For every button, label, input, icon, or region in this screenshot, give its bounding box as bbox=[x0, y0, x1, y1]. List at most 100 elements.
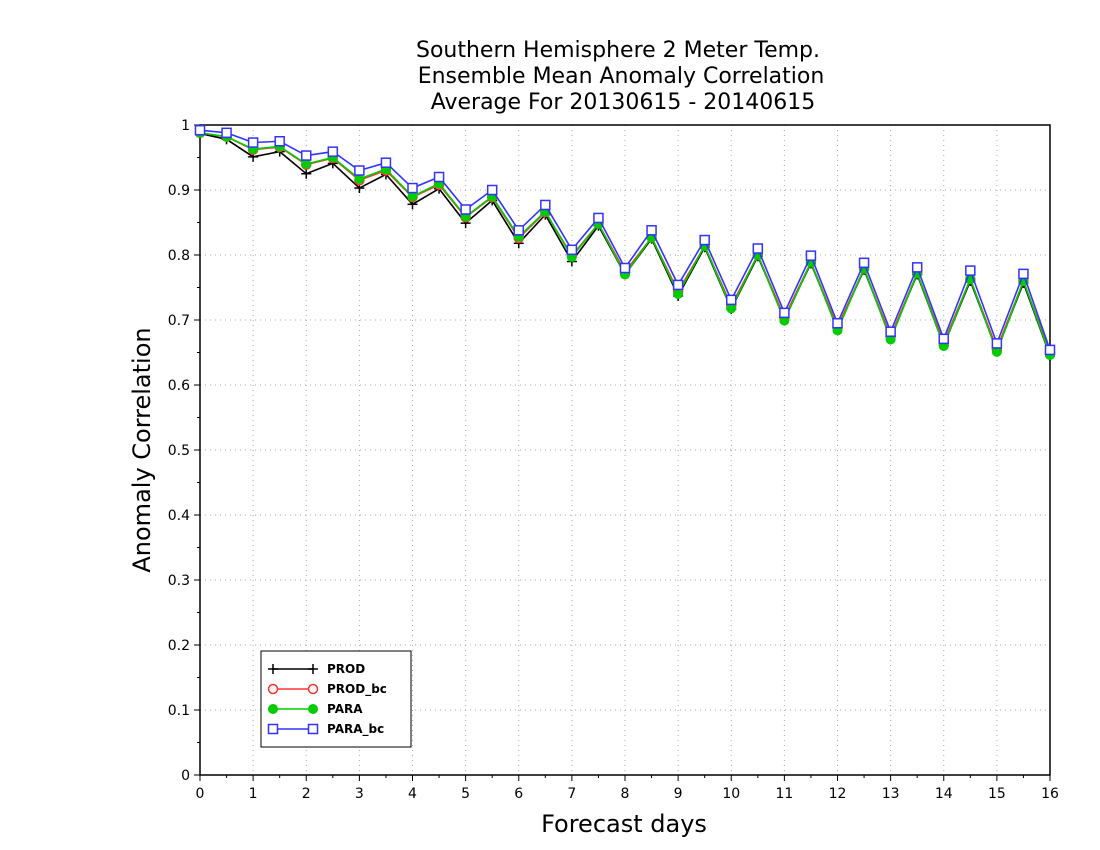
x-tick-label: 6 bbox=[514, 786, 523, 802]
data-point-para-bc bbox=[1044, 344, 1056, 356]
x-tick-label: 2 bbox=[302, 786, 311, 802]
data-point-para-bc bbox=[726, 294, 737, 306]
x-tick-label: 15 bbox=[988, 786, 1006, 802]
legend-marker bbox=[267, 723, 279, 735]
legend-marker bbox=[268, 704, 278, 714]
data-point-para-bc bbox=[832, 318, 843, 329]
data-point-para-bc bbox=[194, 124, 206, 136]
data-point-para-bc bbox=[885, 326, 896, 337]
data-point-para-bc bbox=[221, 127, 232, 139]
series-layer bbox=[194, 124, 1056, 361]
legend-marker bbox=[308, 664, 318, 674]
series-para-bc bbox=[194, 124, 1056, 356]
data-point-para-bc bbox=[991, 338, 1003, 349]
data-point-para-bc bbox=[752, 243, 764, 254]
chart-title: Southern Hemisphere 2 Meter Temp. Ensemb… bbox=[416, 38, 824, 115]
y-tick-label: 0.5 bbox=[168, 443, 190, 459]
data-point-para-bc bbox=[805, 250, 817, 261]
series-line-prod bbox=[199, 132, 1051, 357]
y-tick-label: 0.4 bbox=[168, 508, 190, 524]
x-tick-label: 5 bbox=[461, 786, 470, 802]
legend: PROD PROD_bc PARA PARA_bc bbox=[260, 650, 412, 748]
y-tick-label: 0.8 bbox=[168, 248, 190, 264]
data-point-para bbox=[991, 346, 1002, 357]
data-point-para-bc bbox=[593, 212, 604, 224]
data-point-para-bc bbox=[938, 333, 949, 345]
legend-marker bbox=[268, 664, 278, 674]
x-axis-label: Forecast days bbox=[541, 810, 707, 838]
y-tick-label: 0.3 bbox=[168, 573, 190, 589]
data-point-para-bc bbox=[354, 165, 365, 176]
y-tick-label: 0.7 bbox=[168, 313, 190, 329]
y-tick-label: 0.6 bbox=[168, 378, 190, 394]
x-tick-label: 0 bbox=[196, 786, 205, 802]
data-point-para bbox=[407, 191, 418, 202]
legend-label: PROD_bc bbox=[327, 682, 387, 697]
data-point-para-bc bbox=[301, 150, 312, 161]
x-tick-label: 14 bbox=[935, 786, 953, 802]
x-tick-label: 3 bbox=[355, 786, 364, 802]
legend-label: PROD bbox=[327, 662, 365, 676]
legend-marker bbox=[308, 704, 318, 714]
x-tick-label: 13 bbox=[882, 786, 900, 802]
data-point-para-bc bbox=[965, 265, 976, 276]
data-point-para bbox=[354, 173, 365, 184]
data-point-para bbox=[673, 289, 684, 299]
legend-item-prod-bc: PROD_bc bbox=[267, 682, 387, 697]
data-point-para-bc bbox=[672, 279, 684, 291]
data-point-para-bc bbox=[619, 262, 631, 274]
legend-marker bbox=[307, 683, 319, 695]
grid bbox=[200, 125, 1050, 775]
legend-item-para: PARA bbox=[268, 702, 363, 716]
data-point-para-bc bbox=[407, 182, 418, 194]
data-point-para-bc bbox=[858, 257, 870, 269]
y-tick-label: 0.1 bbox=[168, 703, 190, 719]
data-point-para-bc bbox=[911, 262, 923, 273]
data-point-para-bc bbox=[699, 234, 710, 246]
data-point-para-bc bbox=[274, 136, 285, 147]
data-point-para-bc bbox=[513, 225, 524, 236]
data-point-para-bc bbox=[327, 146, 339, 157]
x-tick-label: 11 bbox=[775, 786, 793, 802]
x-tick-label: 16 bbox=[1041, 786, 1059, 802]
data-point-para-bc bbox=[460, 204, 471, 215]
title-line-1: Southern Hemisphere 2 Meter Temp. bbox=[416, 38, 820, 63]
x-tick-label: 8 bbox=[621, 786, 630, 802]
legend-label: PARA bbox=[327, 702, 363, 716]
x-tick-label: 9 bbox=[674, 786, 683, 802]
data-point-para-bc bbox=[247, 137, 259, 148]
legend-box bbox=[260, 650, 412, 748]
data-point-para-bc bbox=[433, 171, 445, 183]
series-para bbox=[195, 127, 1055, 361]
data-point-para-bc bbox=[779, 307, 790, 319]
data-point-para-bc bbox=[380, 157, 392, 168]
x-tick-label: 7 bbox=[567, 786, 576, 802]
legend-marker bbox=[267, 683, 279, 695]
x-tick-label: 1 bbox=[249, 786, 258, 802]
data-point-para-bc bbox=[646, 225, 657, 236]
legend-item-prod: PROD bbox=[268, 662, 365, 676]
y-axis-label: Anomaly Correlation bbox=[128, 327, 156, 572]
data-point-para-bc bbox=[486, 184, 498, 196]
y-tick-label: 1 bbox=[181, 118, 190, 134]
x-tick-label: 4 bbox=[408, 786, 417, 802]
data-point-para-bc bbox=[566, 244, 578, 256]
y-tick-label: 0 bbox=[181, 768, 190, 784]
y-tick-label: 0.2 bbox=[168, 638, 190, 654]
series-prod-bc bbox=[194, 127, 1056, 358]
x-tick-label: 12 bbox=[829, 786, 847, 802]
legend-item-para-bc: PARA_bc bbox=[267, 722, 384, 737]
data-point-para bbox=[726, 303, 737, 314]
data-point-prod bbox=[301, 168, 312, 179]
data-point-para bbox=[301, 159, 312, 169]
legend-marker bbox=[307, 723, 319, 735]
title-line-3: Average For 20130615 - 20140615 bbox=[431, 90, 816, 115]
x-tick-label: 10 bbox=[722, 786, 740, 802]
data-point-para-bc bbox=[1018, 268, 1029, 280]
legend-label: PARA_bc bbox=[327, 722, 384, 737]
title-line-2: Ensemble Mean Anomaly Correlation bbox=[418, 64, 825, 89]
axes: 0 1 2 3 4 5 6 7 8 9 10 11 12 13 14 15 1600.10.20.30.40.5… bbox=[168, 118, 1059, 802]
data-point-para-bc bbox=[540, 199, 551, 211]
y-tick-label: 0.9 bbox=[168, 183, 190, 199]
